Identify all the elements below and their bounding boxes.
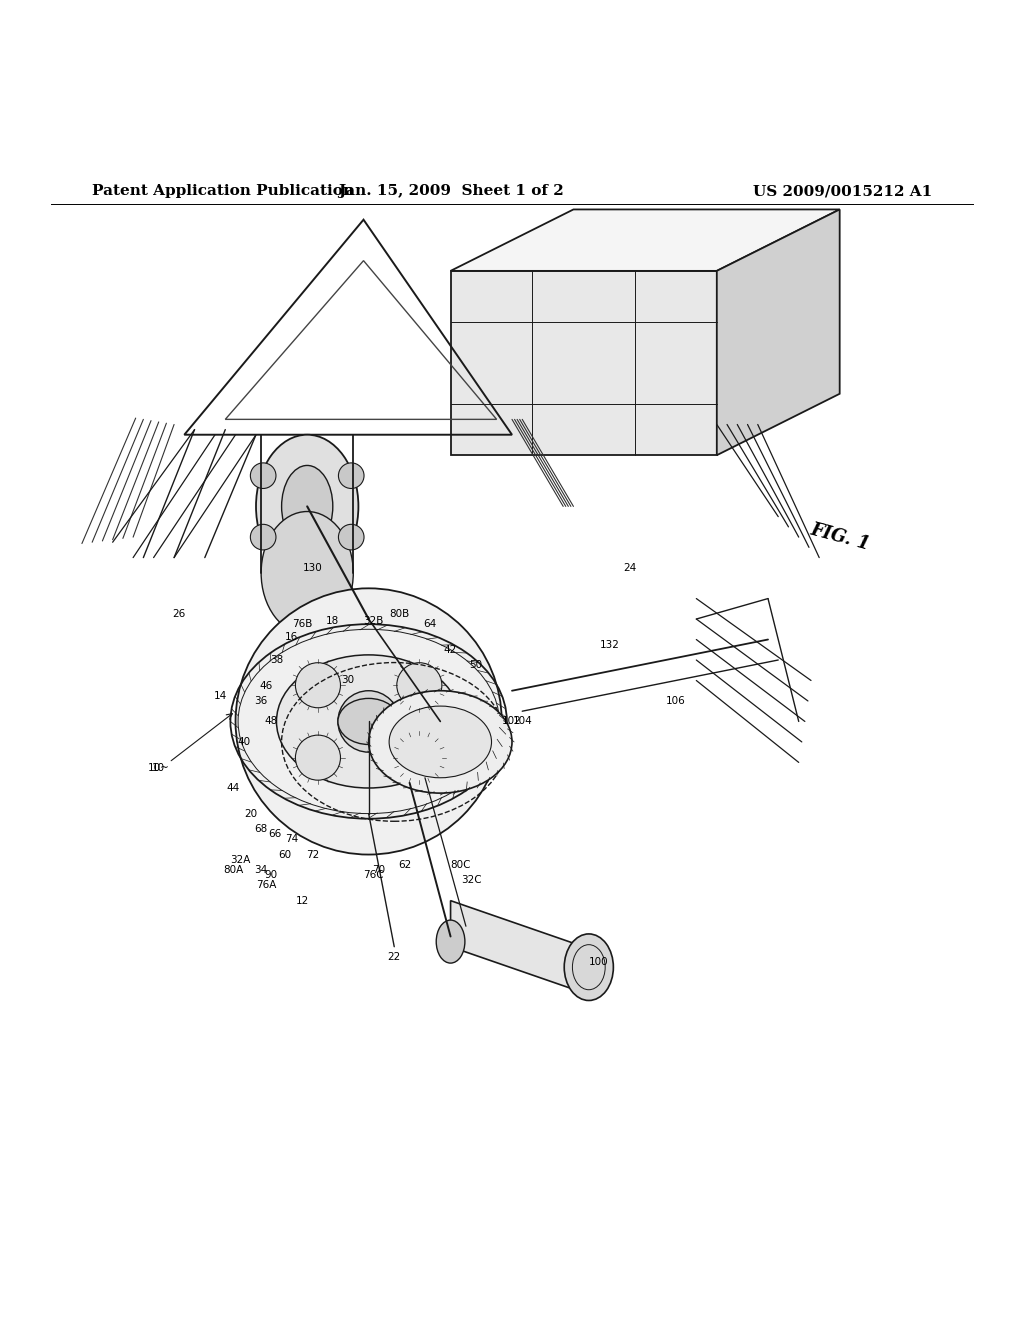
Text: 40: 40 — [238, 737, 250, 747]
Ellipse shape — [564, 935, 613, 1001]
Ellipse shape — [338, 524, 365, 550]
Ellipse shape — [282, 466, 333, 548]
Polygon shape — [451, 900, 584, 993]
Text: 100: 100 — [589, 957, 609, 968]
Text: 10~: 10~ — [147, 763, 170, 772]
Text: 22: 22 — [388, 952, 400, 962]
Text: 32A: 32A — [230, 854, 251, 865]
Text: 106: 106 — [666, 696, 686, 706]
Text: 18: 18 — [327, 616, 339, 626]
Text: 102: 102 — [502, 717, 522, 726]
Text: 20: 20 — [245, 809, 257, 818]
Ellipse shape — [250, 463, 276, 488]
Text: 14: 14 — [214, 690, 226, 701]
Text: 80B: 80B — [389, 609, 410, 619]
Text: 68: 68 — [255, 824, 267, 834]
Text: Patent Application Publication: Patent Application Publication — [92, 183, 354, 198]
Circle shape — [396, 735, 441, 780]
Text: 42: 42 — [444, 644, 457, 655]
Text: 48: 48 — [265, 717, 278, 726]
Text: 34: 34 — [255, 865, 267, 875]
Text: 90: 90 — [265, 870, 278, 880]
Text: 76B: 76B — [292, 619, 312, 630]
Text: 66: 66 — [268, 829, 281, 840]
Circle shape — [396, 663, 441, 708]
Polygon shape — [451, 210, 840, 271]
Ellipse shape — [369, 690, 512, 793]
Ellipse shape — [256, 434, 358, 578]
Text: 130: 130 — [302, 562, 323, 573]
Text: 64: 64 — [424, 619, 436, 630]
Text: 60: 60 — [279, 850, 291, 859]
Text: 32B: 32B — [364, 616, 384, 626]
Ellipse shape — [436, 920, 465, 964]
Ellipse shape — [250, 524, 276, 550]
Text: FIG. 1: FIG. 1 — [808, 520, 871, 553]
Text: 132: 132 — [599, 640, 620, 649]
Text: 30: 30 — [342, 676, 354, 685]
Circle shape — [338, 690, 399, 752]
Text: 70: 70 — [373, 865, 385, 875]
Text: 80A: 80A — [223, 865, 244, 875]
Text: 104: 104 — [512, 717, 532, 726]
Text: 32C: 32C — [461, 875, 481, 886]
Text: 16: 16 — [286, 632, 298, 643]
Ellipse shape — [389, 706, 492, 777]
Ellipse shape — [261, 512, 353, 635]
Circle shape — [236, 589, 502, 854]
Text: 24: 24 — [624, 562, 636, 573]
Text: 12: 12 — [296, 896, 308, 906]
Text: 76A: 76A — [256, 880, 276, 890]
Ellipse shape — [338, 463, 365, 488]
Text: 26: 26 — [173, 609, 185, 619]
Text: US 2009/0015212 A1: US 2009/0015212 A1 — [753, 183, 932, 198]
Circle shape — [296, 735, 341, 780]
Circle shape — [296, 663, 341, 708]
Ellipse shape — [276, 655, 461, 788]
Text: 50: 50 — [470, 660, 482, 671]
Text: 62: 62 — [398, 859, 411, 870]
Text: 44: 44 — [227, 783, 240, 793]
Text: 38: 38 — [270, 655, 283, 665]
Text: 76C: 76C — [364, 870, 384, 880]
Text: 72: 72 — [306, 850, 318, 859]
Text: 80C: 80C — [451, 859, 471, 870]
Text: 36: 36 — [255, 696, 267, 706]
Polygon shape — [717, 210, 840, 455]
Text: Jan. 15, 2009  Sheet 1 of 2: Jan. 15, 2009 Sheet 1 of 2 — [338, 183, 563, 198]
Ellipse shape — [338, 698, 399, 744]
Polygon shape — [451, 271, 717, 455]
Text: 74: 74 — [286, 834, 298, 845]
Text: 10: 10 — [153, 763, 165, 772]
Text: 46: 46 — [260, 681, 272, 690]
